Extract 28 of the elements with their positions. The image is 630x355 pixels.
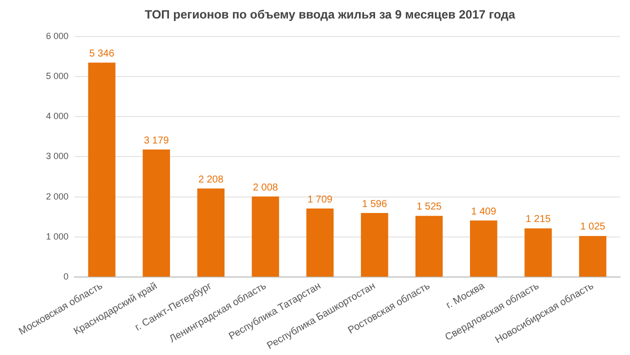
y-tick-label: 4 000	[46, 111, 69, 122]
bar	[415, 216, 443, 277]
bar	[197, 188, 225, 277]
bar	[470, 220, 498, 277]
y-tick-label: 0	[64, 272, 69, 282]
data-label: 1 215	[526, 214, 552, 226]
y-tick-label: 1 000	[46, 231, 69, 242]
data-label: 3 179	[144, 135, 170, 146]
bar	[142, 150, 170, 277]
bar	[360, 213, 388, 277]
y-tick-label: 5 000	[46, 70, 69, 81]
data-label: 1 025	[580, 222, 606, 233]
y-tick-label: 2 000	[46, 191, 69, 202]
y-tick-label: 6 000	[46, 30, 69, 41]
bar	[88, 62, 116, 277]
bar	[524, 228, 552, 277]
data-label: 1 596	[362, 198, 388, 210]
y-tick-label: 3 000	[46, 151, 69, 162]
data-label: 1 709	[307, 194, 333, 206]
data-label: 2 208	[198, 174, 224, 186]
data-label: 1 525	[416, 202, 442, 213]
bar	[579, 236, 606, 277]
bar	[306, 208, 334, 277]
data-label: 2 008	[252, 182, 278, 194]
data-label: 5 346	[89, 48, 115, 60]
data-label: 1 409	[471, 206, 497, 218]
bar	[252, 196, 280, 277]
chart-title: ТОП регионов по объему ввода жилья за 9 месяцев 2017 года	[144, 8, 516, 22]
